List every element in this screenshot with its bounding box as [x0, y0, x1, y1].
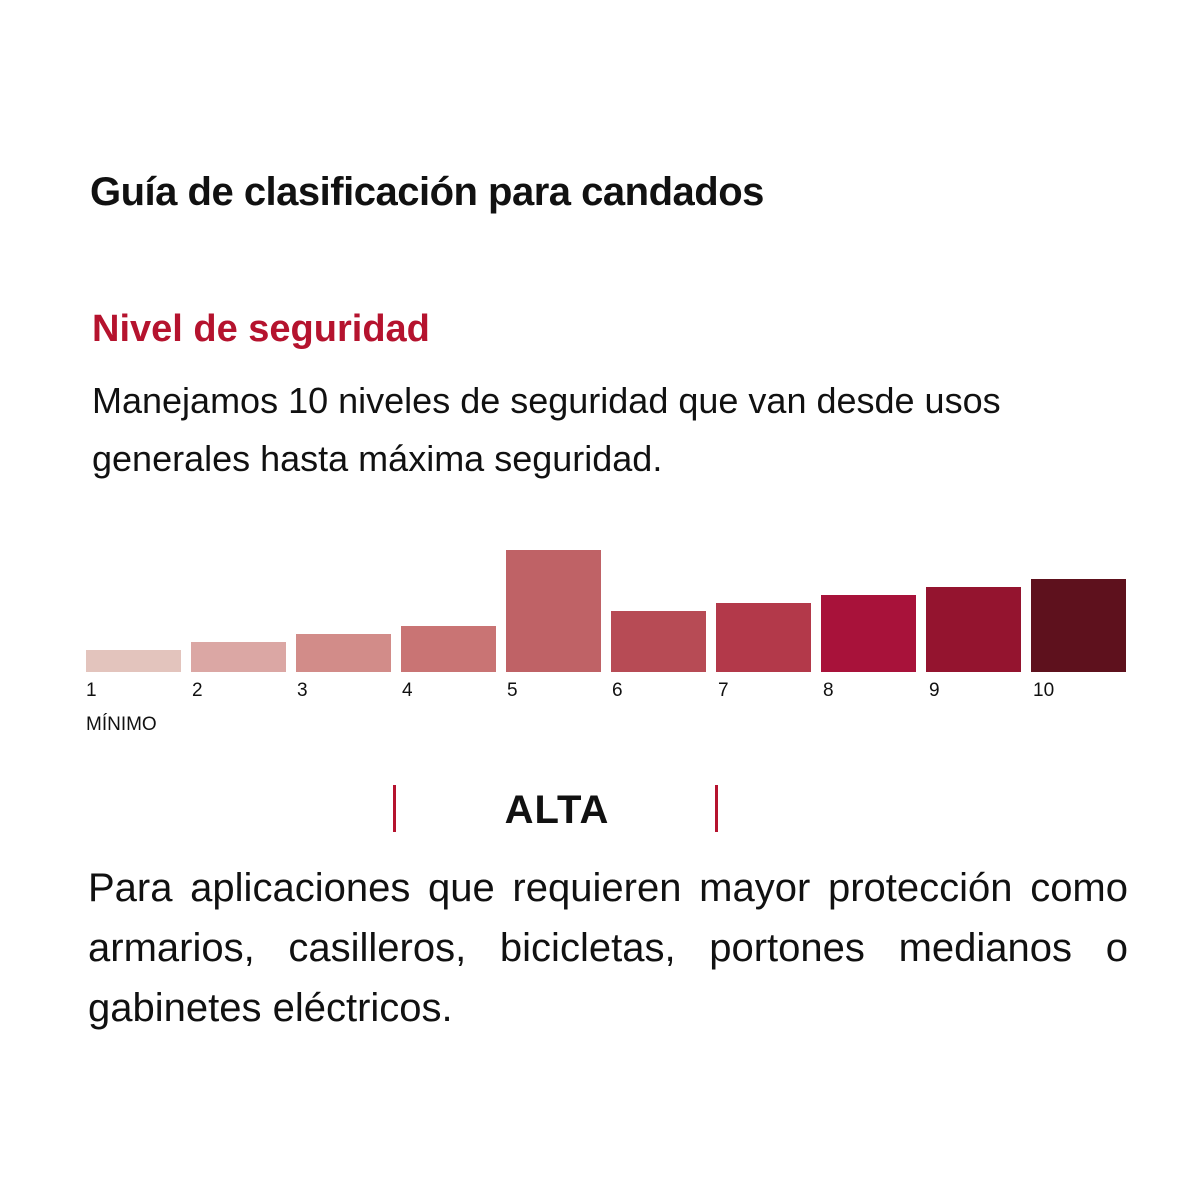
level-label: 5 — [507, 680, 518, 701]
selected-label: ALTA — [504, 788, 610, 832]
level-bar — [611, 611, 706, 672]
min-label: MÍNIMO — [86, 714, 157, 735]
level-label: 7 — [718, 680, 729, 701]
level-label: 10 — [1033, 680, 1055, 701]
divider — [393, 785, 396, 832]
selected-description: Para aplicaciones que requieren mayor pr… — [88, 866, 1128, 1030]
level-bar — [1031, 579, 1126, 672]
section-heading: Nivel de seguridad — [92, 308, 430, 350]
level-label: 4 — [402, 680, 413, 701]
level-label: 6 — [612, 680, 623, 701]
level-bar — [716, 603, 811, 672]
level-bar — [926, 587, 1021, 672]
divider — [715, 785, 718, 832]
level-bar — [191, 642, 286, 672]
title: Guía de clasificación para candados — [90, 170, 764, 214]
level-label: 2 — [192, 680, 203, 701]
level-label: 1 — [86, 680, 97, 701]
level-label: 9 — [929, 680, 940, 701]
level-bar — [401, 626, 496, 672]
level-label: 8 — [823, 680, 834, 701]
level-bar — [506, 550, 601, 672]
level-bar — [86, 650, 181, 672]
level-bar — [821, 595, 916, 672]
level-label: 3 — [297, 680, 308, 701]
level-bar — [296, 634, 391, 672]
section-text: Manejamos 10 niveles de seguridad que va… — [92, 380, 1001, 479]
